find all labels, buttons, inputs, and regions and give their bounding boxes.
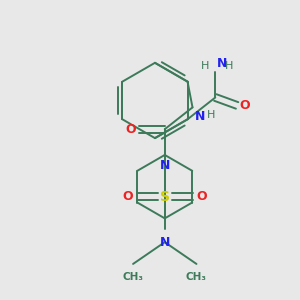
Text: CH₃: CH₃ (123, 272, 144, 282)
Text: S: S (160, 190, 170, 204)
Text: N: N (217, 57, 228, 70)
Text: H: H (201, 61, 210, 71)
Text: O: O (240, 99, 250, 112)
Text: H: H (206, 110, 215, 120)
Text: CH₃: CH₃ (186, 272, 207, 282)
Text: O: O (126, 123, 136, 136)
Text: O: O (123, 190, 134, 203)
Text: O: O (196, 190, 207, 203)
Text: H: H (225, 61, 233, 71)
Text: N: N (194, 110, 205, 123)
Text: N: N (160, 236, 170, 249)
Text: N: N (160, 159, 170, 172)
